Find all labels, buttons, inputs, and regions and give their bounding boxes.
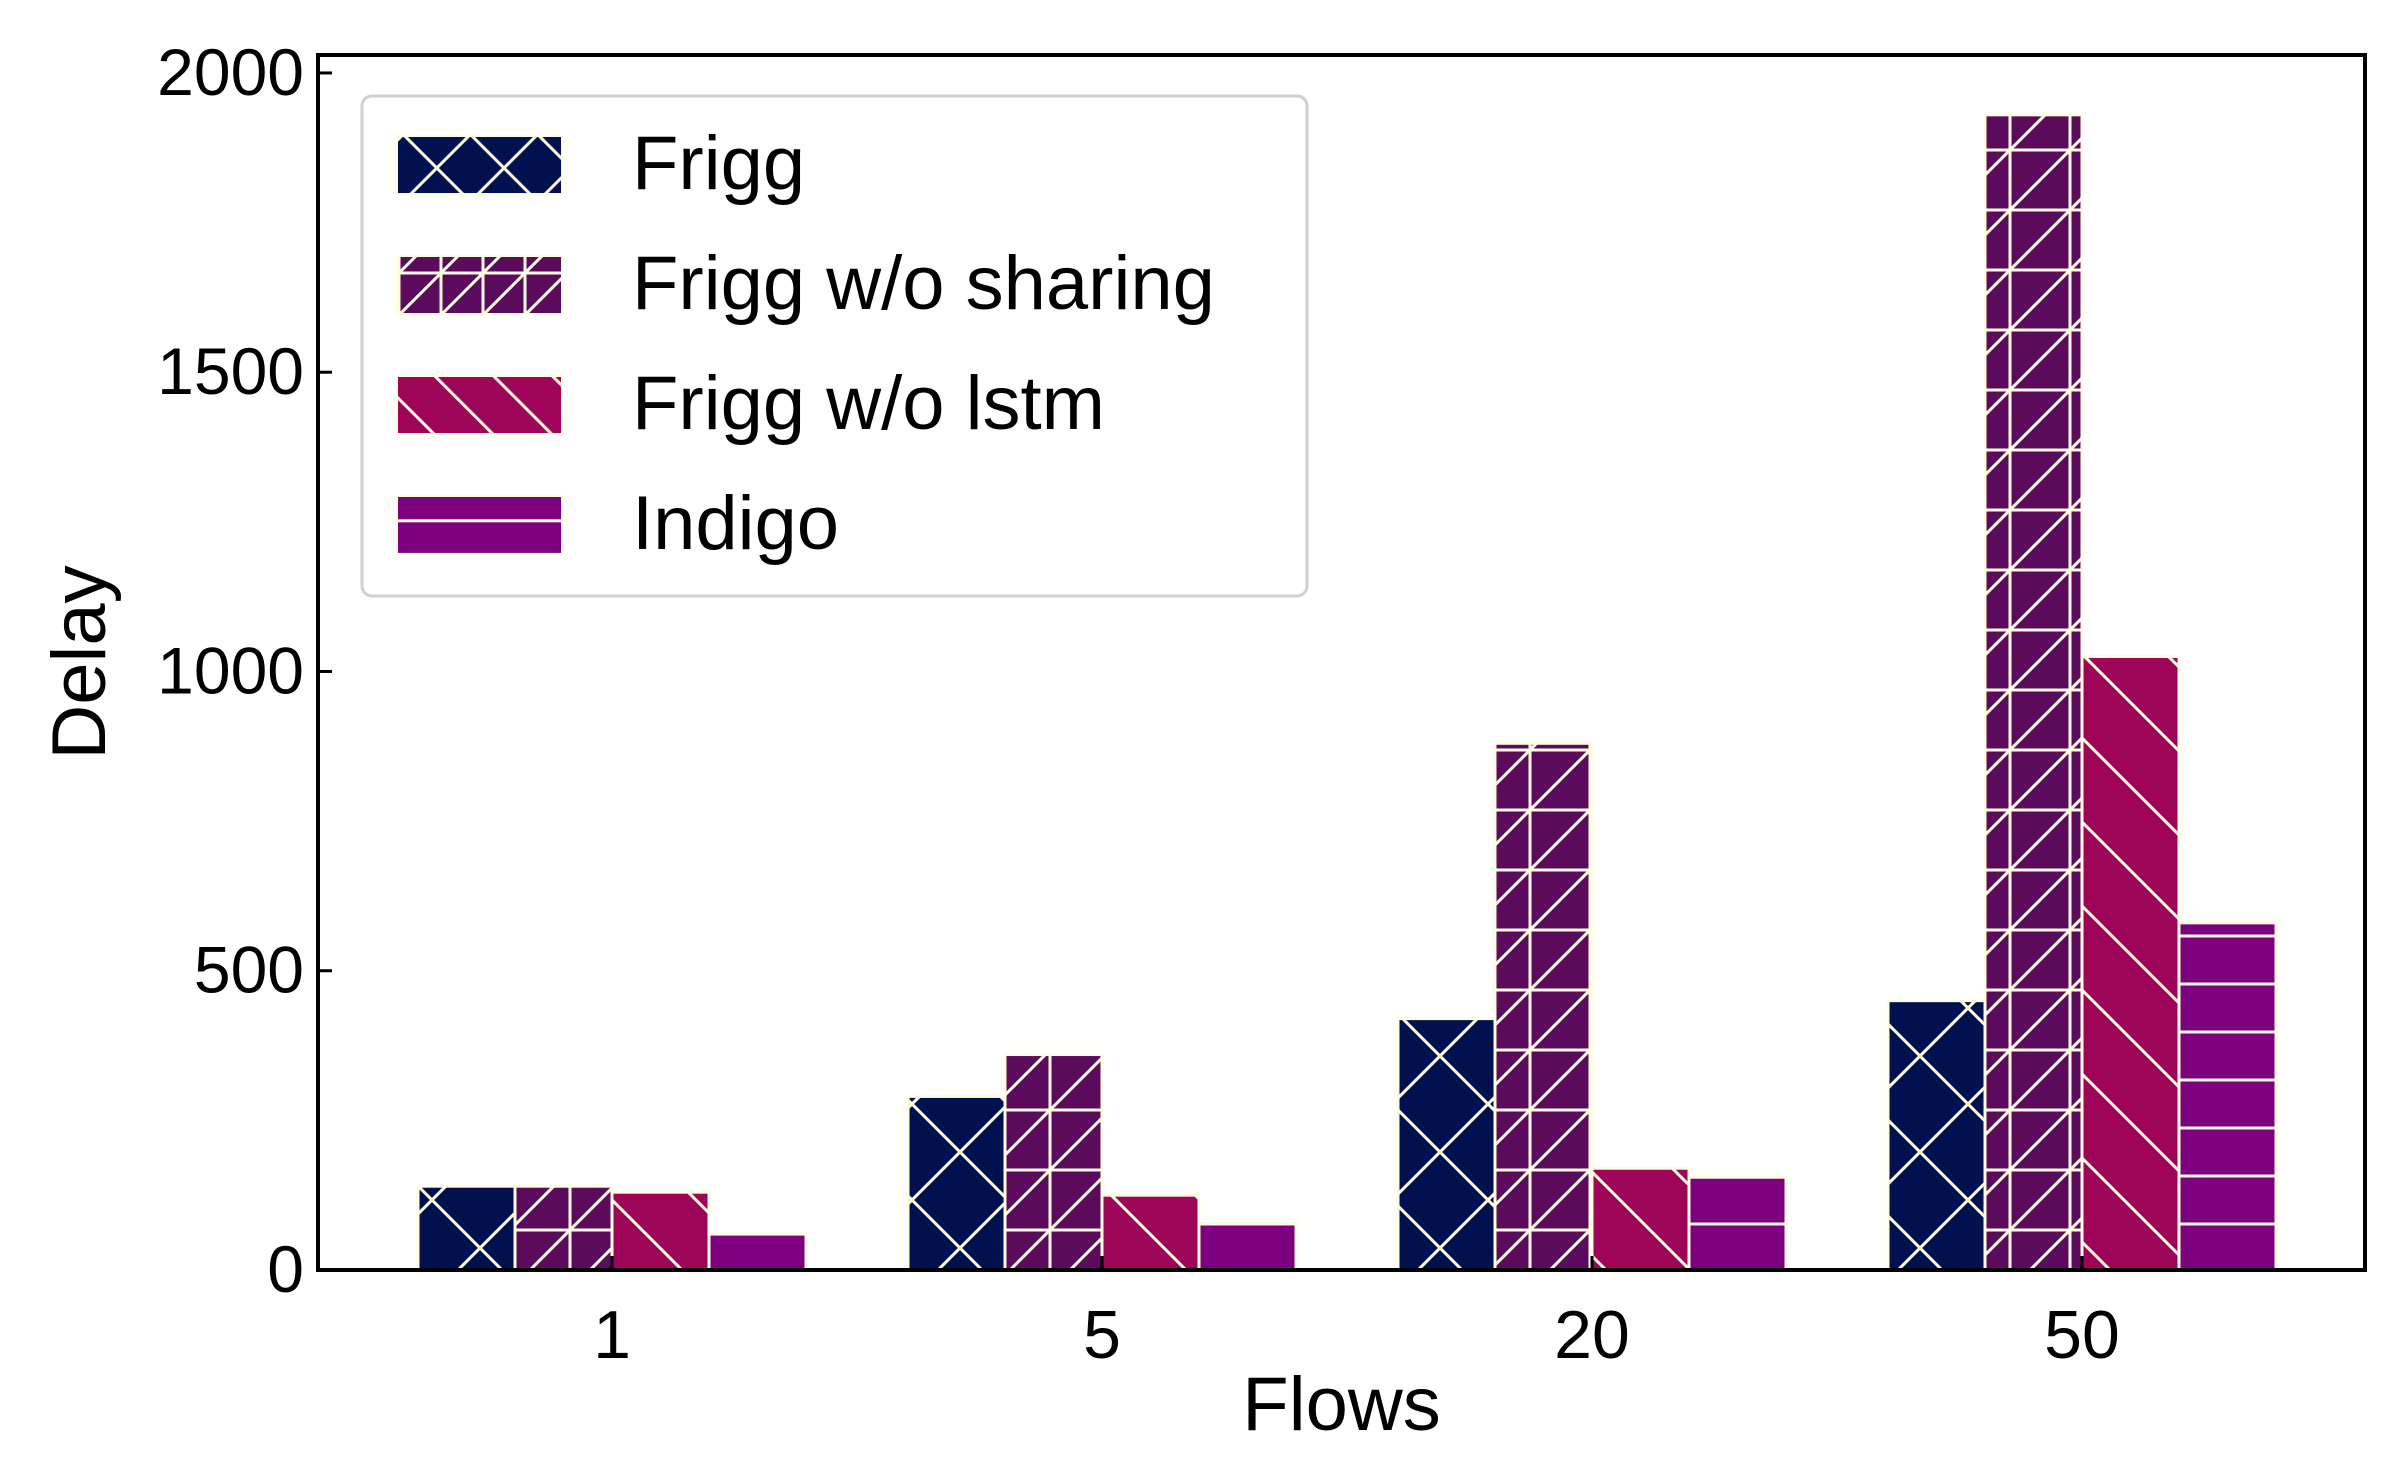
- bar-frigg-w-o-sharing-50: [1983, 113, 2084, 1272]
- x-tick-label: 1: [593, 1297, 631, 1373]
- bar-frigg-w-o-sharing-5: [1003, 1053, 1104, 1272]
- bar-frigg-1: [416, 1184, 517, 1272]
- legend: Frigg Frigg w/o sharing Frigg w/o lstm Indi…: [360, 94, 1309, 598]
- bar-group-50: [1886, 113, 2278, 1272]
- bar-frigg-20: [1396, 1017, 1497, 1272]
- axes-layer: 0 500 1000 1500 2000 1 5 20 50 Flows Delay: [37, 35, 2367, 1447]
- bar-group-5: [906, 1053, 1298, 1272]
- bar-frigg-w-o-sharing-20: [1493, 741, 1594, 1272]
- bar-group-20: [1396, 741, 1788, 1272]
- x-tick-label: 5: [1083, 1297, 1121, 1373]
- legend-label-frigg: Frigg: [632, 121, 805, 206]
- x-axis-label: Flows: [1242, 1362, 1440, 1447]
- bar-frigg-w-o-lstm-5: [1100, 1193, 1201, 1272]
- legend-swatch-frigg-w-o-lstm: [396, 375, 563, 435]
- x-tick-label: 20: [1554, 1297, 1630, 1373]
- y-tick-label: 2000: [157, 35, 304, 109]
- bar-frigg-w-o-sharing-1: [513, 1184, 614, 1272]
- legend-label-frigg-w-o-sharing: Frigg w/o sharing: [632, 241, 1215, 326]
- bars-layer: [416, 113, 2278, 1272]
- y-tick-label: 0: [267, 1232, 304, 1306]
- legend-swatch-frigg-w-o-sharing: [396, 255, 563, 315]
- bar-indigo-5: [1197, 1221, 1298, 1272]
- legend-box: [360, 94, 1309, 598]
- y-tick-label: 1000: [157, 633, 304, 707]
- bar-indigo-20: [1687, 1175, 1788, 1272]
- legend-swatch-frigg: [396, 135, 563, 195]
- bar-frigg-w-o-lstm-1: [610, 1190, 711, 1272]
- bar-frigg-w-o-lstm-50: [2080, 655, 2181, 1272]
- bar-indigo-1: [707, 1232, 808, 1272]
- y-tick-label: 500: [194, 933, 304, 1007]
- bar-indigo-50: [2177, 921, 2278, 1272]
- y-tick-label: 1500: [157, 334, 304, 408]
- legend-label-frigg-w-o-lstm: Frigg w/o lstm: [632, 361, 1105, 446]
- legend-label-indigo: Indigo: [632, 481, 839, 566]
- y-axis-label: Delay: [37, 565, 122, 759]
- bar-frigg-5: [906, 1094, 1007, 1272]
- legend-swatch-indigo: [396, 495, 563, 555]
- x-tick-label: 50: [2044, 1297, 2120, 1373]
- plot-frame: [316, 53, 2367, 1272]
- bar-group-1: [416, 1184, 808, 1272]
- bar-frigg-w-o-lstm-20: [1590, 1166, 1691, 1272]
- bar-frigg-50: [1886, 999, 1987, 1272]
